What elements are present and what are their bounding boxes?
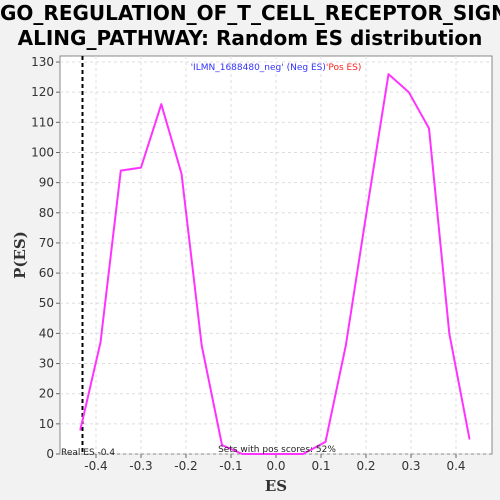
data-point: [448, 332, 451, 335]
legend-neg-entry: 'ILMN_1688480_neg' (Neg ES): [191, 63, 326, 73]
grid: [60, 56, 492, 455]
x-tick-label: -0.4: [84, 459, 107, 473]
chart-title-line-2: ALING_PATHWAY: Random ES distribution: [17, 26, 483, 50]
x-tick-label: -0.3: [129, 459, 152, 473]
data-point: [365, 215, 367, 217]
data-point: [387, 73, 390, 75]
y-tick-label: 70: [39, 236, 54, 250]
x-axis-label: ES: [265, 477, 287, 495]
data-point: [302, 453, 304, 455]
y-tick-label: 0: [46, 447, 54, 461]
series: [79, 56, 471, 455]
data-point: [468, 438, 471, 440]
x-tick-label: 0.2: [356, 459, 375, 473]
y-axis-label: P(ES): [11, 231, 29, 279]
data-point: [119, 169, 122, 172]
chart-title: GO_REGULATION_OF_T_CELL_RECEPTOR_SIGN AL…: [0, 1, 500, 51]
data-point: [180, 172, 183, 175]
y-tick-label: 30: [39, 357, 54, 371]
data-point: [241, 453, 244, 455]
y-tick-label: 60: [39, 266, 54, 280]
data-point: [79, 429, 82, 431]
data-point: [324, 441, 327, 443]
data-point: [99, 341, 102, 344]
legend: 'ILMN_1688480_neg' (Neg ES)'Pos ES): [191, 63, 362, 73]
x-tick-label: 0.4: [446, 459, 465, 473]
data-point: [344, 344, 347, 347]
x-tick-label: 0.3: [401, 459, 420, 473]
y-tick-label: 90: [39, 176, 54, 190]
real-es-label: Real ES -0.4: [61, 448, 115, 458]
y-tick-label: 40: [39, 326, 54, 340]
pos-scores-annotation: Sets with pos scores: 52%: [218, 445, 336, 455]
data-point: [200, 344, 203, 347]
data-point: [160, 103, 163, 106]
data-point: [407, 91, 410, 93]
series-line: [79, 73, 471, 455]
y-tick-label: 50: [39, 296, 54, 310]
chart-title-line-1: GO_REGULATION_OF_T_CELL_RECEPTOR_SIGN: [0, 1, 500, 25]
data-point: [140, 166, 142, 169]
data-point: [261, 453, 264, 455]
chart-labels: ES P(ES) 'ILMN_1688480_neg' (Neg ES)'Pos…: [11, 63, 361, 495]
y-tick-label: 20: [39, 387, 54, 401]
y-tick-label: 130: [31, 55, 54, 69]
y-tick-label: 100: [31, 145, 54, 159]
x-tick-label: -0.2: [174, 459, 197, 473]
y-tick-label: 120: [31, 85, 54, 99]
legend-pos-entry: 'Pos ES): [326, 63, 362, 73]
y-tick-label: 10: [39, 417, 54, 431]
data-point: [221, 444, 223, 446]
axes: 0 10 20 30 40 50 60 70 80 90 100 110 120 130 -0.4 -0.3 -…: [31, 55, 465, 473]
y-tick-label: 80: [39, 206, 54, 220]
data-point: [281, 453, 284, 455]
x-tick-label: 0.1: [311, 459, 330, 473]
data-point: [428, 127, 430, 130]
x-tick-label: -0.1: [219, 459, 242, 473]
y-tick-label: 110: [31, 115, 54, 129]
x-tick-label: 0.0: [266, 459, 285, 473]
